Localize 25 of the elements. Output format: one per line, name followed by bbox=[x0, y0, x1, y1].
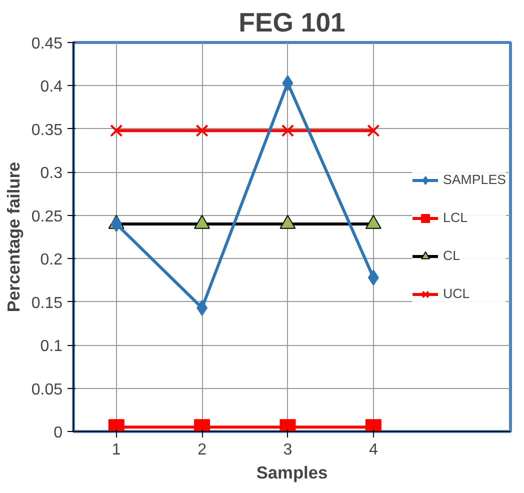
y-tick-label: 0.15 bbox=[31, 294, 63, 312]
point bbox=[367, 124, 380, 137]
x-tick-label: 1 bbox=[112, 442, 121, 458]
legend-label: UCL bbox=[443, 286, 470, 301]
y-tick-label: 0.4 bbox=[40, 78, 63, 96]
y-tick-label: 0.05 bbox=[31, 381, 63, 398]
y-tick-label: 0.2 bbox=[40, 252, 63, 269]
x-tick-label: 3 bbox=[283, 442, 292, 458]
x-tick-label: 2 bbox=[198, 442, 207, 458]
legend-label: LCL bbox=[443, 210, 468, 225]
legend-label: CL bbox=[443, 248, 462, 263]
point bbox=[281, 124, 294, 137]
legend-label: SAMPLES bbox=[443, 172, 506, 187]
point bbox=[196, 124, 208, 137]
y-tick-label: 0 bbox=[54, 424, 63, 442]
point bbox=[110, 124, 123, 137]
y-axis-title: Percentage failure bbox=[3, 162, 24, 312]
y-tick-label: 0.25 bbox=[31, 208, 63, 226]
y-tick-label: 0.35 bbox=[31, 122, 63, 139]
x-tick-label: 4 bbox=[368, 442, 378, 458]
chart-title: FEG 101 bbox=[238, 8, 346, 38]
x-axis-title: Samples bbox=[256, 462, 328, 482]
y-tick-label: 0.45 bbox=[31, 36, 63, 52]
y-tick-label: 0.1 bbox=[40, 338, 63, 356]
y-tick-label: 0.3 bbox=[40, 165, 63, 182]
